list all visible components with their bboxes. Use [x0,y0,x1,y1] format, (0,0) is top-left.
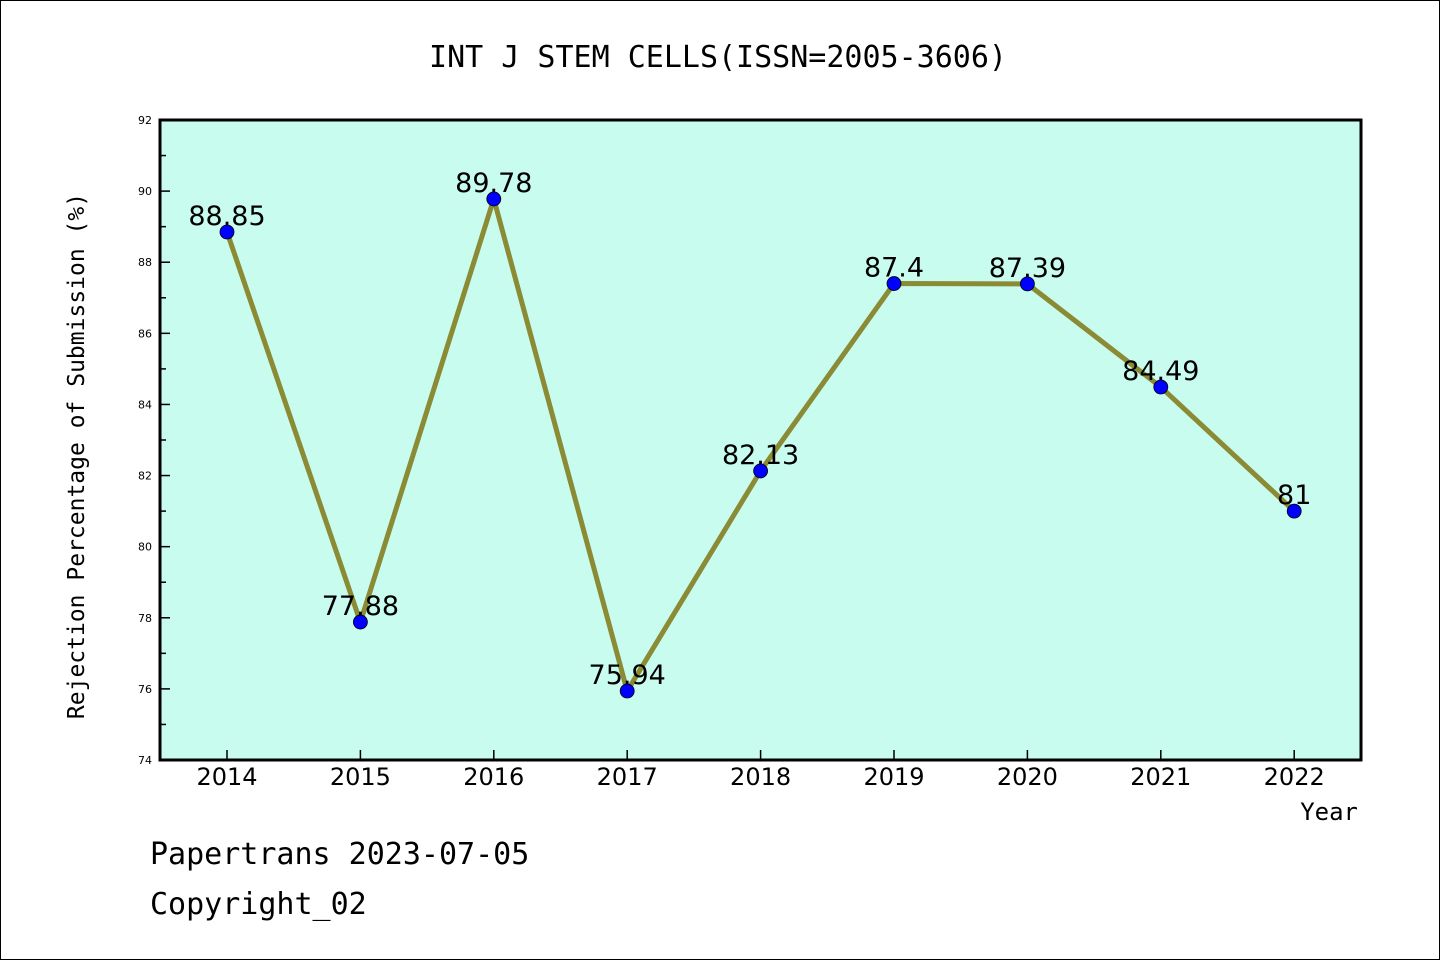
data-point [619,683,635,699]
y-axis-tick-labels: 74 76 78 80 82 84 86 88 90 92 [138,114,152,767]
data-point [1153,379,1169,395]
chart-title: INT J STEM CELLS(ISSN=2005-3606) [429,40,1007,75]
y-axis-label: Rejection Percentage of Submission (%) [64,193,90,719]
x-tick-label: 2014 [196,763,257,791]
x-tick-label: 2019 [863,763,924,791]
x-axis-tick-labels: 2014 2015 2016 2017 2018 2019 2020 2021 2022 [196,763,1324,791]
y-tick-label: 78 [138,612,152,625]
data-label: 89.78 [455,168,532,199]
x-tick-label: 2018 [730,763,791,791]
data-point [1286,503,1302,519]
y-tick-label: 80 [138,541,152,554]
x-axis-ticks [226,750,1295,760]
footer-copyright: Copyright_02 [150,887,367,922]
y-tick-label: 82 [138,470,152,483]
data-labels: 88.85 77.88 89.78 75.94 82.13 87.4 87.39 84.49 8… [188,168,1311,691]
data-point [486,191,502,207]
data-label: 88.85 [188,201,265,232]
x-tick-label: 2017 [597,763,658,791]
x-tick-label: 2015 [330,763,391,791]
data-label: 81 [1277,480,1311,511]
y-tick-label: 92 [138,114,152,127]
y-tick-label: 74 [138,754,152,767]
y-tick-label: 84 [138,398,152,411]
y-tick-label: 90 [138,185,152,198]
data-label: 75.94 [589,660,666,691]
x-tick-label: 2016 [463,763,524,791]
data-points [219,191,1302,699]
x-tick-label: 2020 [997,763,1058,791]
y-tick-label: 86 [138,327,152,340]
y-tick-label: 88 [138,256,152,269]
data-point [1020,276,1035,292]
x-axis-label: Year [1300,798,1358,826]
plot-area [160,120,1361,760]
footer-date: Papertrans 2023-07-05 [150,837,529,872]
data-label: 87.39 [989,253,1066,284]
data-label: 87.4 [864,253,924,284]
data-label: 82.13 [722,440,799,471]
data-point [352,614,368,630]
data-point [886,276,902,291]
x-tick-label: 2022 [1264,763,1325,791]
plot-border [158,118,1363,762]
data-point [219,224,235,240]
data-label: 77.88 [322,591,399,622]
y-tick-label: 76 [138,683,152,696]
data-point [753,463,768,479]
x-tick-label: 2021 [1130,763,1191,791]
data-label: 84.49 [1122,356,1199,387]
